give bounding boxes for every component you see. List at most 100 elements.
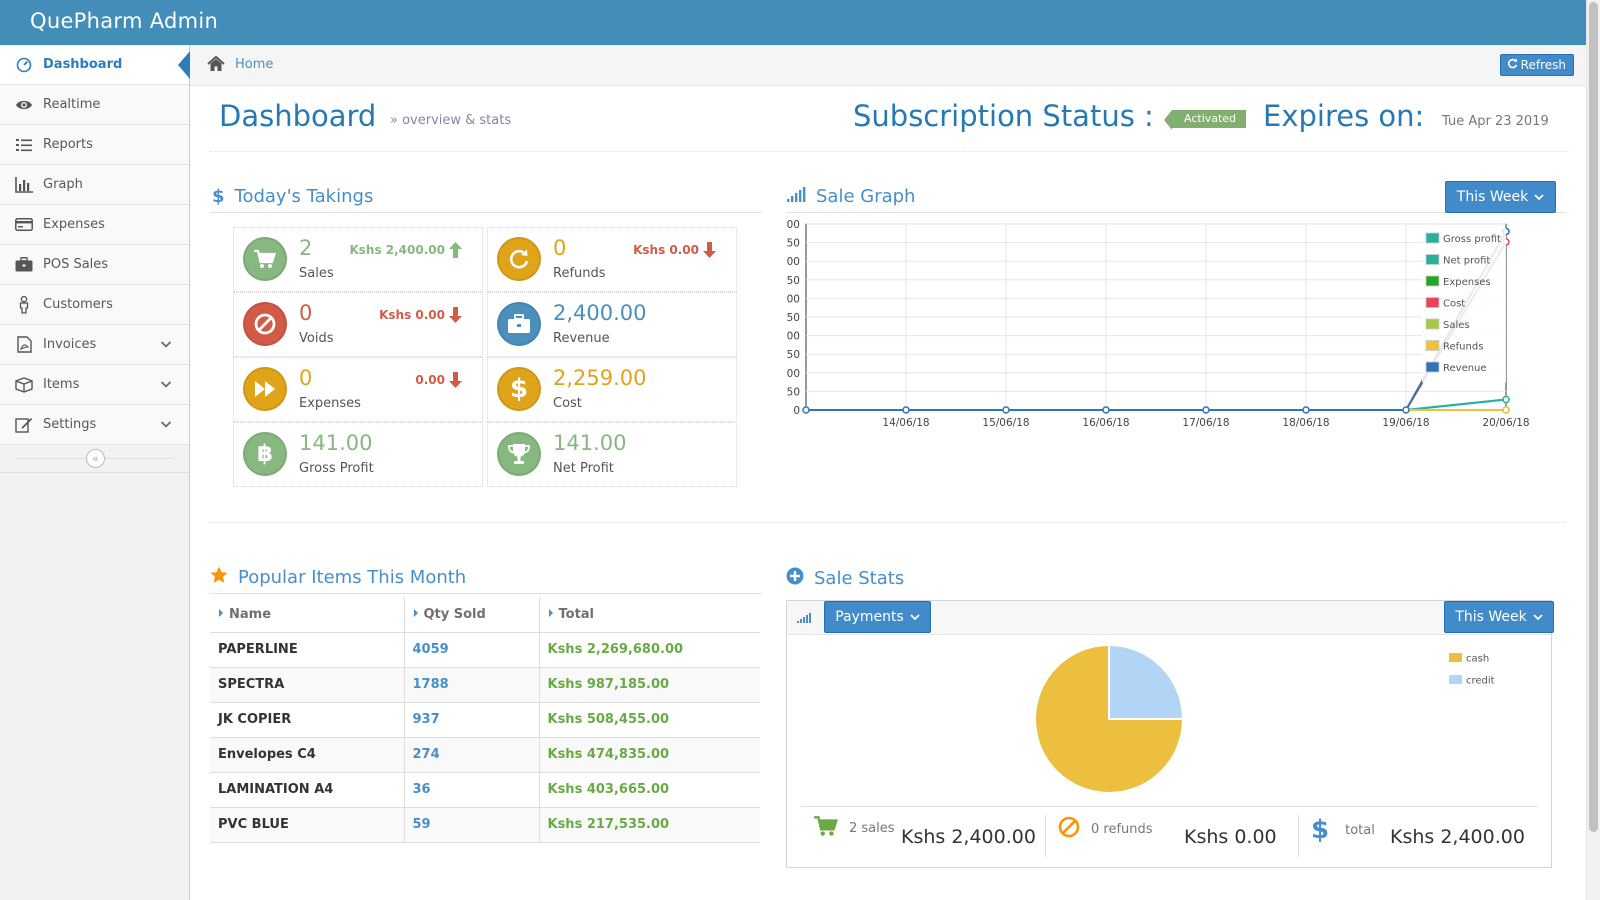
legend-label: Refunds xyxy=(1443,342,1483,353)
legend-swatch xyxy=(1425,297,1440,308)
revenue-label: Revenue xyxy=(553,331,610,346)
table-header-row: Name Qty Sold Total xyxy=(210,597,760,633)
legend-label: Revenue xyxy=(1443,363,1487,374)
bitcoin-icon: ฿ xyxy=(243,432,287,476)
stats-mode-dropdown[interactable]: Payments xyxy=(824,601,931,633)
column-header-name[interactable]: Name xyxy=(210,597,405,633)
breadcrumb: Home Refresh xyxy=(190,45,1586,86)
total-amount: Kshs 2,400.00 xyxy=(1390,826,1525,848)
refunds-count: 0 xyxy=(553,236,567,260)
sidebar-item-settings[interactable]: Settings xyxy=(0,405,189,445)
chevron-down-icon[interactable] xyxy=(159,417,175,433)
x-tick-label: 17/06/18 xyxy=(1182,417,1229,429)
sale-graph-period-dropdown[interactable]: This Week xyxy=(1445,181,1556,213)
sales-label: Sales xyxy=(299,266,334,281)
table-row: LAMINATION A4 36 Kshs 403,665.00 xyxy=(210,772,760,808)
gross-profit-value: 141.00 xyxy=(299,431,373,455)
item-total: Kshs 508,455.00 xyxy=(539,702,760,738)
sort-caret-icon xyxy=(219,608,223,617)
chevron-down-icon[interactable] xyxy=(159,337,175,353)
sidebar-item-reports[interactable]: Reports xyxy=(0,125,189,165)
breadcrumb-home-link[interactable]: Home xyxy=(235,57,274,72)
expenses-count: 0 xyxy=(299,366,313,390)
divider xyxy=(1298,815,1299,857)
sidebar-item-expenses[interactable]: Expenses xyxy=(0,205,189,245)
page-scrollbar[interactable] xyxy=(1586,0,1600,900)
sidebar-item-dashboard[interactable]: Dashboard xyxy=(0,45,190,85)
voids-change: Kshs 0.00 xyxy=(379,307,462,323)
chevron-down-icon[interactable] xyxy=(159,377,175,393)
ban-icon xyxy=(243,302,287,346)
series-line-net-profit xyxy=(806,398,1507,411)
item-total: Kshs 217,535.00 xyxy=(539,807,760,843)
item-total: Kshs 2,269,680.00 xyxy=(539,632,760,668)
item-name: SPECTRA xyxy=(210,667,405,703)
column-header-total[interactable]: Total xyxy=(539,597,760,633)
list-ol-icon xyxy=(14,136,34,154)
data-point xyxy=(1002,406,1010,414)
signal-icon xyxy=(797,612,811,627)
refresh-button[interactable]: Refresh xyxy=(1499,54,1574,76)
sidebar-item-invoices[interactable]: Invoices xyxy=(0,325,189,365)
scrollbar-thumb[interactable] xyxy=(1589,2,1598,832)
pie-slice-credit xyxy=(1108,643,1185,720)
item-name: LAMINATION A4 xyxy=(210,772,405,808)
user-icon xyxy=(14,295,34,314)
sidebar-item-label: Expenses xyxy=(43,217,105,232)
sale-graph-header: Sale Graph xyxy=(786,181,1566,213)
sidebar-item-label: Graph xyxy=(43,177,83,192)
sale-graph-title: Sale Graph xyxy=(816,186,916,207)
sidebar-item-graph[interactable]: Graph xyxy=(0,165,189,205)
column-header-qty[interactable]: Qty Sold xyxy=(404,597,540,633)
chart-legend: Gross profit Net profit Expenses Cost Sales R… xyxy=(1422,228,1506,383)
voids-label: Voids xyxy=(299,331,334,346)
item-total: Kshs 403,665.00 xyxy=(539,772,760,808)
top-navbar: QuePharm Admin xyxy=(0,0,1586,45)
sidebar-item-customers[interactable]: Customers xyxy=(0,285,189,325)
takings-net-profit: 141.00 Net Profit xyxy=(487,422,737,487)
page-subtitle: » overview & stats xyxy=(390,113,512,128)
arrow-down-icon xyxy=(449,372,462,388)
fast-forward-icon xyxy=(243,367,287,411)
series-line-revenue xyxy=(806,230,1507,411)
arrow-down-icon xyxy=(703,242,716,258)
item-total: Kshs 987,185.00 xyxy=(539,667,760,703)
home-icon xyxy=(207,55,225,76)
sidebar: Dashboard Realtime Reports Graph Expense… xyxy=(0,45,190,900)
takings-header: $ Today's Takings xyxy=(210,181,762,213)
table-row: SPECTRA 1788 Kshs 987,185.00 xyxy=(210,667,760,703)
y-tick-label: 1750 xyxy=(786,275,800,287)
expires-date: Tue Apr 23 2019 xyxy=(1442,114,1549,129)
sidebar-item-pos-sales[interactable]: POS Sales xyxy=(0,245,189,285)
collapse-sidebar-button[interactable]: « xyxy=(86,449,105,468)
series-line-gross-profit xyxy=(806,398,1507,411)
y-tick-label: 2000 xyxy=(786,256,800,268)
briefcase-icon xyxy=(497,302,541,346)
item-qty: 4059 xyxy=(404,632,540,668)
data-point xyxy=(1302,406,1310,414)
file-pdf-icon xyxy=(14,336,34,354)
refunds-amount: Kshs 0.00 xyxy=(1184,826,1277,848)
app-brand[interactable]: QuePharm Admin xyxy=(30,9,219,33)
takings-revenue: 2,400.00 Revenue xyxy=(487,292,737,357)
sale-stats-footer: 2 sales Kshs 2,400.00 0 refunds Kshs 0.0… xyxy=(801,806,1538,857)
data-point xyxy=(1202,406,1210,414)
refunds-count-text: 0 refunds xyxy=(1091,821,1153,837)
sidebar-item-realtime[interactable]: Realtime xyxy=(0,85,189,125)
net-profit-label: Net Profit xyxy=(553,461,614,476)
section-divider xyxy=(210,522,1566,523)
tachometer-icon xyxy=(14,56,34,74)
data-point xyxy=(1402,406,1410,414)
sidebar-item-label: Customers xyxy=(43,297,113,312)
table-row: JK COPIER 937 Kshs 508,455.00 xyxy=(210,702,760,738)
y-tick-label: 1500 xyxy=(786,293,800,305)
ban-icon xyxy=(1057,815,1081,843)
period-label: This Week xyxy=(1455,609,1527,625)
voids-count: 0 xyxy=(299,301,313,325)
legend-swatch xyxy=(1449,653,1462,662)
sales-count-text: 2 sales xyxy=(849,820,895,836)
y-tick-label: 1250 xyxy=(786,312,800,324)
stats-period-dropdown[interactable]: This Week xyxy=(1444,601,1554,633)
sidebar-item-items[interactable]: Items xyxy=(0,365,189,405)
arrow-down-icon xyxy=(449,307,462,323)
